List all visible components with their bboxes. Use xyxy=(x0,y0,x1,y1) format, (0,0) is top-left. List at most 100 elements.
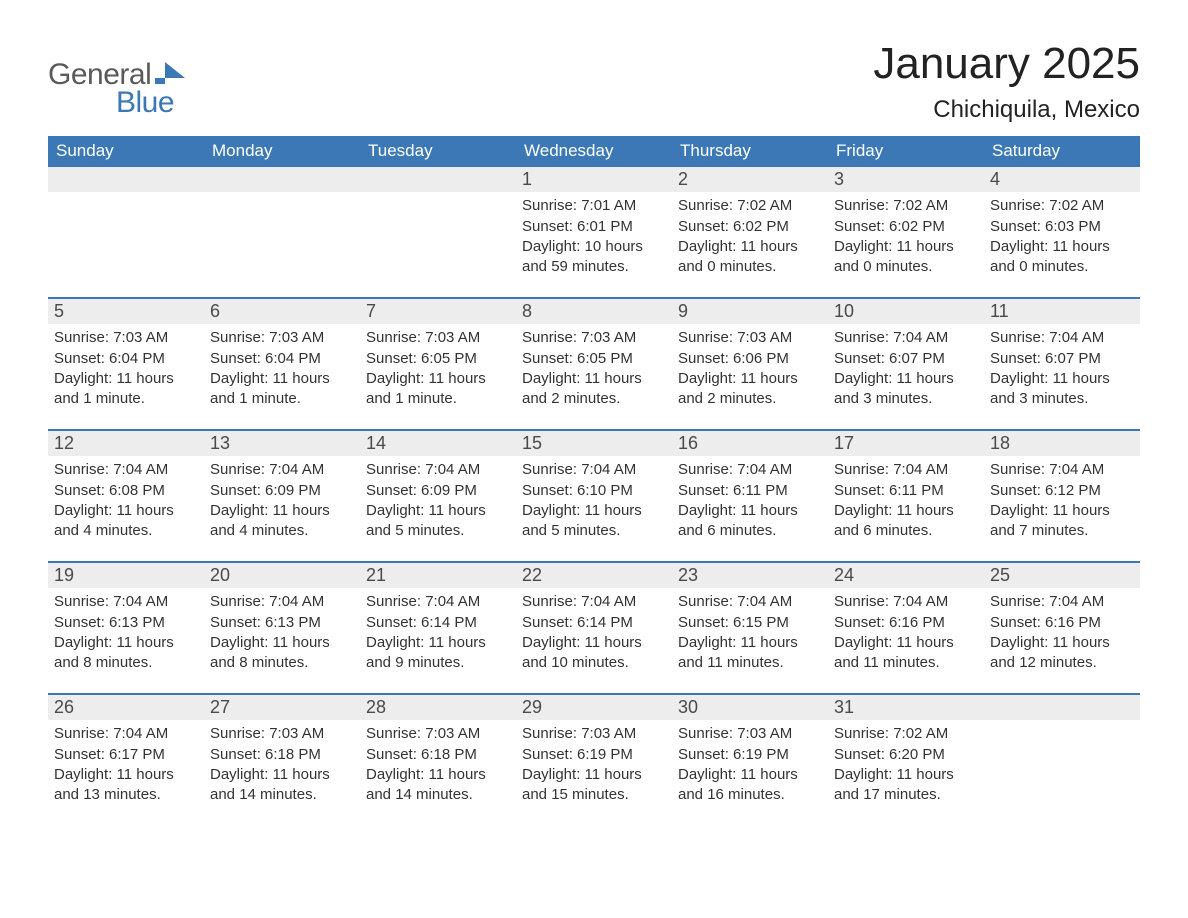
daylight-line-label: Daylight: xyxy=(522,634,580,651)
sunset-line: Sunset: 6:13 PM xyxy=(210,613,354,633)
day-body: Sunrise: 7:04 AMSunset: 6:15 PMDaylight:… xyxy=(672,588,828,693)
daylight-line: Daylight: 11 hours and 14 minutes. xyxy=(366,765,510,806)
day-number-row: 16 xyxy=(672,431,828,456)
sunset-line-value: 6:19 PM xyxy=(733,746,789,763)
sunset-line: Sunset: 6:19 PM xyxy=(522,745,666,765)
sunset-line-label: Sunset: xyxy=(54,614,105,631)
sunrise-line-value: 7:04 AM xyxy=(737,461,792,478)
day-cell: 4Sunrise: 7:02 AMSunset: 6:03 PMDaylight… xyxy=(984,167,1140,297)
daylight-line: Daylight: 11 hours and 5 minutes. xyxy=(522,501,666,542)
daylight-line: Daylight: 11 hours and 5 minutes. xyxy=(366,501,510,542)
sunrise-line: Sunrise: 7:03 AM xyxy=(522,724,666,744)
day-number-row: 24 xyxy=(828,563,984,588)
day-cell: 9Sunrise: 7:03 AMSunset: 6:06 PMDaylight… xyxy=(672,299,828,429)
daylight-line-label: Daylight: xyxy=(678,502,736,519)
weeks-container: 0Sunrise: Sunset: Daylight: 0Sunrise: Su… xyxy=(48,167,1140,825)
day-body: Sunrise: 7:03 AMSunset: 6:19 PMDaylight:… xyxy=(672,720,828,825)
daylight-line-label: Daylight: xyxy=(990,502,1048,519)
day-body: Sunrise: 7:01 AMSunset: 6:01 PMDaylight:… xyxy=(516,192,672,297)
day-number-row: 12 xyxy=(48,431,204,456)
day-number: 31 xyxy=(834,697,854,717)
daylight-line-label: Daylight: xyxy=(834,370,892,387)
sunrise-line-label: Sunrise: xyxy=(678,461,733,478)
daylight-line: Daylight: 11 hours and 6 minutes. xyxy=(834,501,978,542)
sunrise-line-value: 7:04 AM xyxy=(425,461,480,478)
sunset-line: Sunset: 6:11 PM xyxy=(834,481,978,501)
sunrise-line-value: 7:02 AM xyxy=(893,197,948,214)
daylight-line: Daylight: 11 hours and 0 minutes. xyxy=(834,237,978,278)
daylight-line-label: Daylight: xyxy=(834,502,892,519)
sunset-line-value: 6:07 PM xyxy=(889,350,945,367)
sunset-line-label: Sunset: xyxy=(990,350,1041,367)
daylight-line-label: Daylight: xyxy=(834,634,892,651)
day-cell: 19Sunrise: 7:04 AMSunset: 6:13 PMDayligh… xyxy=(48,563,204,693)
day-cell: 25Sunrise: 7:04 AMSunset: 6:16 PMDayligh… xyxy=(984,563,1140,693)
sunset-line-value: 6:11 PM xyxy=(733,482,788,499)
sunrise-line: Sunrise: 7:04 AM xyxy=(990,328,1134,348)
sunrise-line-value: 7:03 AM xyxy=(269,725,324,742)
sunrise-line-value: 7:04 AM xyxy=(113,725,168,742)
daylight-line: Daylight: 11 hours and 17 minutes. xyxy=(834,765,978,806)
sunset-line: Sunset: 6:11 PM xyxy=(678,481,822,501)
day-number-row: 0 xyxy=(204,167,360,192)
day-cell: 13Sunrise: 7:04 AMSunset: 6:09 PMDayligh… xyxy=(204,431,360,561)
day-number: 15 xyxy=(522,433,542,453)
day-body: Sunrise: 7:03 AMSunset: 6:05 PMDaylight:… xyxy=(360,324,516,429)
sunset-line: Sunset: 6:14 PM xyxy=(522,613,666,633)
sunset-line: Sunset: 6:17 PM xyxy=(54,745,198,765)
sunrise-line: Sunrise: 7:04 AM xyxy=(990,460,1134,480)
day-cell: 6Sunrise: 7:03 AMSunset: 6:04 PMDaylight… xyxy=(204,299,360,429)
day-cell-empty: 0Sunrise: Sunset: Daylight: xyxy=(984,695,1140,825)
day-number: 10 xyxy=(834,301,854,321)
calendar-grid: SundayMondayTuesdayWednesdayThursdayFrid… xyxy=(48,136,1140,825)
daylight-line-label: Daylight: xyxy=(210,634,268,651)
sunrise-line: Sunrise: 7:03 AM xyxy=(678,724,822,744)
day-body: Sunrise: 7:03 AMSunset: 6:18 PMDaylight:… xyxy=(204,720,360,825)
sunset-line-label: Sunset: xyxy=(834,350,885,367)
sunset-line-label: Sunset: xyxy=(210,482,261,499)
sunrise-line: Sunrise: 7:02 AM xyxy=(990,196,1134,216)
sunrise-line-label: Sunrise: xyxy=(678,725,733,742)
sunset-line-value: 6:04 PM xyxy=(109,350,165,367)
sunset-line-label: Sunset: xyxy=(990,218,1041,235)
sunrise-line-label: Sunrise: xyxy=(834,593,889,610)
day-number: 18 xyxy=(990,433,1010,453)
week-row: 19Sunrise: 7:04 AMSunset: 6:13 PMDayligh… xyxy=(48,561,1140,693)
day-cell: 15Sunrise: 7:04 AMSunset: 6:10 PMDayligh… xyxy=(516,431,672,561)
day-number-row: 0 xyxy=(360,167,516,192)
flag-icon xyxy=(155,62,189,89)
sunset-line: Sunset: 6:18 PM xyxy=(366,745,510,765)
daylight-line-label: Daylight: xyxy=(678,238,736,255)
daylight-line: Daylight: 11 hours and 15 minutes. xyxy=(522,765,666,806)
day-cell: 17Sunrise: 7:04 AMSunset: 6:11 PMDayligh… xyxy=(828,431,984,561)
sunset-line-value: 6:03 PM xyxy=(1045,218,1101,235)
day-cell: 24Sunrise: 7:04 AMSunset: 6:16 PMDayligh… xyxy=(828,563,984,693)
daylight-line: Daylight: 11 hours and 11 minutes. xyxy=(678,633,822,674)
daylight-line-label: Daylight: xyxy=(366,502,424,519)
sunset-line: Sunset: 6:07 PM xyxy=(834,349,978,369)
sunrise-line-label: Sunrise: xyxy=(366,725,421,742)
sunset-line: Sunset: 6:04 PM xyxy=(54,349,198,369)
daylight-line-label: Daylight: xyxy=(834,238,892,255)
sunrise-line-value: 7:04 AM xyxy=(737,593,792,610)
day-body: Sunrise: 7:04 AMSunset: 6:11 PMDaylight:… xyxy=(828,456,984,561)
sunset-line-value: 6:17 PM xyxy=(109,746,165,763)
sunrise-line-value: 7:03 AM xyxy=(581,329,636,346)
daylight-line: Daylight: 11 hours and 16 minutes. xyxy=(678,765,822,806)
daylight-line-label: Daylight: xyxy=(522,238,580,255)
sunset-line-value: 6:09 PM xyxy=(421,482,477,499)
day-number: 4 xyxy=(990,169,1000,189)
sunset-line: Sunset: 6:08 PM xyxy=(54,481,198,501)
day-cell: 23Sunrise: 7:04 AMSunset: 6:15 PMDayligh… xyxy=(672,563,828,693)
daylight-line-label: Daylight: xyxy=(678,370,736,387)
day-body: Sunrise: 7:04 AM Sunset: 6:11 PMDaylight:… xyxy=(672,456,828,561)
sunrise-line-value: 7:04 AM xyxy=(113,593,168,610)
day-body: Sunrise: 7:04 AMSunset: 6:09 PMDaylight:… xyxy=(204,456,360,561)
sunset-line-value: 6:06 PM xyxy=(733,350,789,367)
sunrise-line-label: Sunrise: xyxy=(210,329,265,346)
daylight-line: Daylight: 11 hours and 13 minutes. xyxy=(54,765,198,806)
sunset-line-value: 6:13 PM xyxy=(265,614,321,631)
sunset-line-label: Sunset: xyxy=(678,350,729,367)
sunrise-line: Sunrise: 7:03 AM xyxy=(678,328,822,348)
day-body: Sunrise: 7:04 AMSunset: 6:08 PMDaylight:… xyxy=(48,456,204,561)
